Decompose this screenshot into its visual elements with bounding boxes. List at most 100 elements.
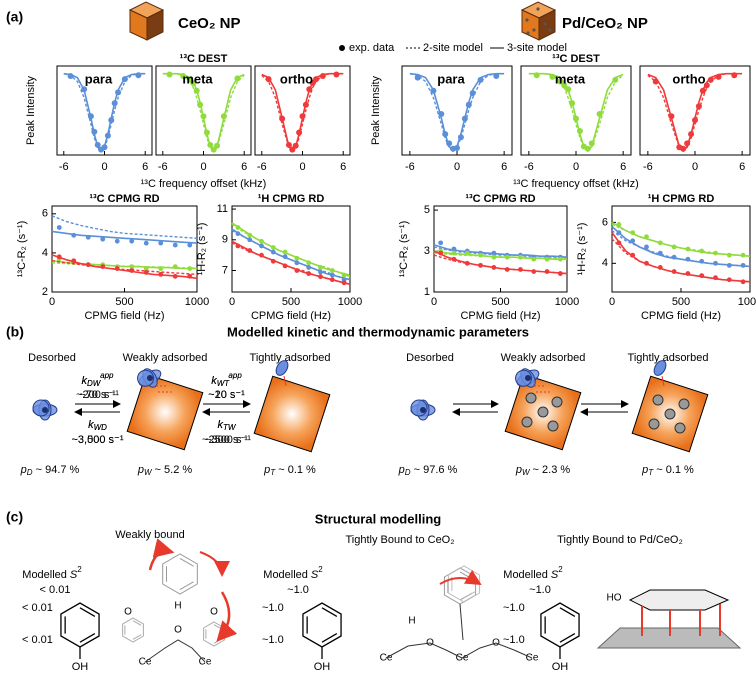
plot-title: ¹³C CPMG RD	[465, 193, 535, 205]
adsorbed-molecule	[653, 360, 667, 376]
text-part: ~ 97.6 %	[411, 464, 458, 476]
text-part: k	[81, 375, 87, 387]
oh-label: OH	[552, 661, 569, 673]
data-point	[341, 272, 347, 278]
data-point	[464, 260, 470, 266]
data-point	[699, 273, 705, 279]
benzene-ring	[122, 617, 144, 643]
data-point	[279, 115, 286, 122]
model-3-site	[51, 230, 198, 244]
text-part: app	[100, 371, 114, 380]
data-point	[247, 237, 253, 243]
text-part: k	[88, 419, 94, 431]
data-point	[493, 73, 500, 80]
data-point	[671, 244, 677, 250]
data-point	[333, 71, 340, 78]
atom-label: O	[124, 607, 132, 618]
data-point	[715, 73, 722, 80]
double-bond	[463, 569, 477, 578]
y-tick-label: 4	[42, 247, 48, 259]
model-3-site	[433, 244, 568, 258]
rate-value: ~70 s⁻¹	[79, 389, 116, 401]
data-point	[630, 252, 636, 258]
x-axis-label: CPMG field (Hz)	[460, 310, 540, 322]
x-tick-label: 0	[229, 296, 235, 308]
data-point	[713, 275, 718, 281]
x-tick-label: 0	[101, 161, 107, 173]
text-part: S	[311, 569, 319, 581]
data-point	[561, 82, 568, 89]
x-tick-label: 0	[692, 161, 698, 173]
data-point	[438, 240, 444, 246]
data-point	[143, 270, 149, 275]
pd-particle	[652, 394, 664, 406]
s2-label: Modelled S2	[503, 565, 563, 581]
benzene-ring	[60, 602, 100, 648]
data-point	[740, 262, 746, 268]
double-bond	[321, 633, 338, 643]
data-point	[657, 250, 663, 256]
plot-title: ¹³C DEST	[180, 53, 228, 65]
x-tick-label: 0	[49, 296, 55, 308]
rotation-arrow	[216, 591, 238, 642]
x-tick-label: 0	[299, 161, 305, 173]
rotation-arrow	[199, 551, 230, 577]
contact-line	[661, 375, 665, 387]
data-point	[114, 238, 120, 244]
y-tick-label: 1	[424, 286, 430, 298]
model-2-site	[51, 260, 198, 276]
series-name: ortho	[672, 71, 705, 86]
data-point	[313, 76, 320, 83]
adsorbed-molecule	[275, 360, 289, 376]
data-point	[584, 145, 591, 152]
text-part: ~ 2.3 %	[530, 464, 571, 476]
data-point	[172, 273, 178, 279]
x-tick-label: 1000	[738, 296, 756, 308]
data-point	[684, 140, 691, 147]
x-tick-label: -6	[405, 161, 415, 173]
atom-label: Ce	[199, 657, 212, 668]
molecule-core	[42, 407, 48, 413]
plot-title: ¹³C DEST	[552, 53, 600, 65]
text-part: D	[27, 468, 33, 477]
data-point	[259, 238, 264, 244]
x-tick-label: -6	[158, 161, 168, 173]
data-point	[731, 72, 738, 79]
rich-text: kTW	[218, 419, 237, 432]
sample-name: CeO₂ NP	[178, 15, 241, 32]
x-axis-label: CPMG field (Hz)	[251, 310, 331, 322]
rich-text: kWTapp	[211, 371, 242, 388]
x-tick-label: 0	[573, 161, 579, 173]
text-part: 2	[77, 565, 82, 574]
series-name: para	[85, 71, 113, 86]
text-part: ~ 0.1 %	[653, 464, 694, 476]
data-point	[289, 146, 296, 153]
y-axis-label: ¹³C-R₂ (s⁻¹)	[398, 221, 410, 278]
text-part: Modelled	[263, 569, 308, 581]
data-point	[451, 246, 457, 252]
pd-particle	[551, 396, 563, 408]
data-point	[657, 240, 663, 246]
data-point	[457, 134, 464, 141]
data-point	[203, 129, 210, 136]
state-label: Tightly adsorbed	[250, 352, 331, 364]
panel-label: (c)	[6, 509, 23, 525]
data-point	[652, 78, 659, 85]
data-point	[100, 236, 106, 242]
model-3-site	[611, 221, 751, 257]
s2-value: < 0.01	[40, 584, 71, 596]
data-point	[71, 258, 77, 264]
text-part: TW	[223, 423, 237, 432]
x-tick-label: 0	[431, 296, 437, 308]
data-point	[430, 87, 437, 94]
data-point	[703, 82, 710, 89]
text-part: app	[228, 371, 242, 380]
data-point	[616, 230, 622, 236]
text-part: S	[551, 569, 559, 581]
atom-label: H	[174, 601, 181, 612]
text-part: ~ 94.7 %	[33, 464, 80, 476]
pd-particle	[547, 420, 559, 432]
data-point	[319, 73, 326, 80]
data-point	[454, 145, 460, 152]
